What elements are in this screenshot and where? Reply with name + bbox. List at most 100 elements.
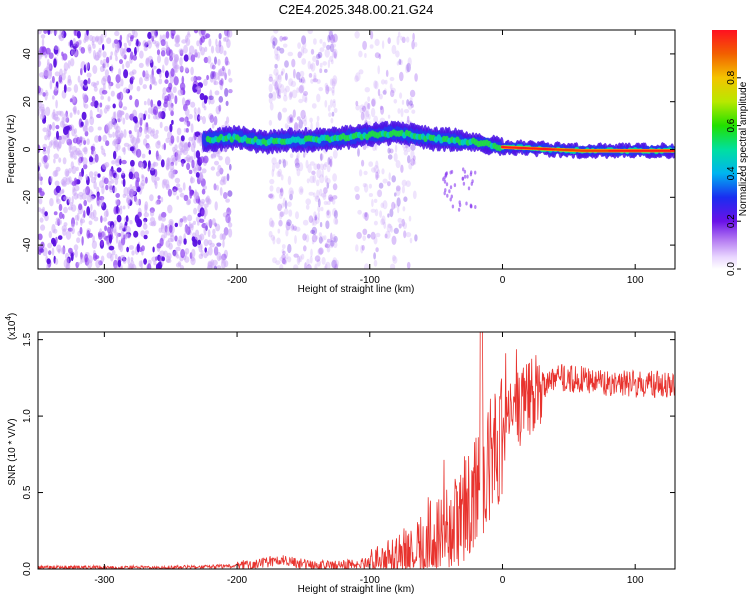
spectrogram-noise-blob xyxy=(179,192,185,198)
spectrogram-noise-blob xyxy=(101,231,107,239)
spectrogram-noise-blob xyxy=(219,187,223,196)
spectrogram-noise-blob xyxy=(47,69,53,80)
spectrogram-noise-blob xyxy=(120,130,124,140)
spectrogram-noise-blob xyxy=(54,71,60,77)
spectrogram-noise-blob xyxy=(155,256,158,261)
spectrogram-noise-blob xyxy=(306,258,310,267)
spectrogram-noise-blob xyxy=(333,259,339,267)
spectrogram-noise-blob xyxy=(225,100,229,107)
spectrogram-noise-blob xyxy=(80,47,86,54)
spectrogram-noise-blob xyxy=(189,177,195,184)
spectrogram-noise-blob xyxy=(329,78,334,86)
spectrogram-noise-blob xyxy=(90,204,93,212)
spectrogram-noise-blob xyxy=(303,91,308,96)
spectrogram-noise-blob xyxy=(133,30,138,38)
spectrogram-noise-blob xyxy=(115,232,119,239)
spectrogram-noise-blob xyxy=(40,224,46,231)
spectrogram-noise-blob xyxy=(131,185,137,196)
spectrogram-noise-blob xyxy=(79,226,83,235)
spectrogram-noise-blob xyxy=(381,215,386,225)
spectrogram-noise-blob xyxy=(116,143,121,151)
spectrogram-noise-blob xyxy=(214,56,217,65)
spectrogram-noise-blob xyxy=(276,237,281,245)
spectrogram-noise-blob xyxy=(295,157,299,163)
spectrogram-noise-blob xyxy=(213,246,219,256)
spectrogram-noise-blob xyxy=(368,161,374,167)
spectrogram-noise-blob xyxy=(370,208,376,213)
spectrogram-noise-blob xyxy=(132,109,138,119)
spectrogram-x-label: Height of straight line (km) xyxy=(298,284,415,295)
spectrogram-noise-blob xyxy=(390,263,396,269)
spectrogram-noise-blob xyxy=(401,185,405,194)
spectrogram-noise-blob xyxy=(191,136,195,146)
spectrogram-noise-blob xyxy=(176,239,182,247)
spectrogram-noise-blob xyxy=(332,234,336,240)
spectrogram-noise-blob xyxy=(325,177,331,185)
spectrogram-noise-blob xyxy=(179,57,183,66)
spectrogram-noise-blob xyxy=(317,198,321,208)
spectrogram-noise-blob xyxy=(221,65,225,72)
spectrogram-noise-blob xyxy=(134,98,139,108)
spectrogram-noise-blob xyxy=(228,77,233,83)
spectrogram-noise-blob xyxy=(147,55,153,64)
spectrogram-noise-blob xyxy=(316,168,322,179)
spectrogram-noise-blob xyxy=(387,114,391,119)
spectrogram-noise-blob xyxy=(277,228,281,234)
spectrogram-noise-blob xyxy=(299,255,303,263)
spectrogram-noise-blob xyxy=(41,106,46,112)
spectrogram-noise-blob xyxy=(363,101,369,111)
spectrogram-noise-blob xyxy=(269,193,275,200)
spectrogram-noise-blob xyxy=(74,214,79,221)
spectrogram-noise-blob xyxy=(70,204,77,212)
spectrogram-noise-blob xyxy=(199,93,205,101)
spectrogram-noise-blob xyxy=(279,264,284,269)
spectrogram-noise-blob xyxy=(84,36,89,41)
spectrogram-x-ticks: -300 -200 -100 0 100 xyxy=(94,30,644,286)
spectrogram-noise-blob xyxy=(192,83,198,93)
spectrogram-noise-blob xyxy=(150,209,155,217)
spectrogram-noise-blob xyxy=(297,42,301,49)
spectrogram-noise-blob xyxy=(193,107,197,114)
spectrogram-noise-blob xyxy=(122,106,128,111)
spectrogram-noise-blob xyxy=(166,258,172,264)
spectrogram-noise-blob xyxy=(326,182,330,189)
spectrogram-noise-blob xyxy=(400,35,403,41)
spectrogram-noise-blob xyxy=(164,95,170,102)
spectrogram-noise-blob xyxy=(100,215,103,223)
spectrogram-noise-blob xyxy=(190,76,195,82)
spectrogram-noise-blob xyxy=(43,162,50,169)
spectrogram-noise-blob xyxy=(67,75,72,84)
spectrogram-noise-blob xyxy=(375,171,379,180)
spectrogram-noise-blob xyxy=(332,260,338,269)
spectrogram-noise-blob xyxy=(102,134,107,142)
spectrogram-noise-blob xyxy=(280,187,284,197)
spectrogram-noise-blob xyxy=(105,184,109,191)
spectrogram-noise-blob xyxy=(297,255,301,263)
spectrogram-noise-blob xyxy=(173,76,179,86)
spectrogram-noise-blob xyxy=(63,206,68,214)
spectrogram-noise-blob xyxy=(379,117,386,123)
spectrogram-noise-blob xyxy=(198,115,203,121)
spectrogram-noise-blob xyxy=(318,232,322,237)
spectrogram-noise-blob xyxy=(56,130,59,140)
spectrogram-tail-blob xyxy=(444,172,447,177)
spectrogram-noise-blob xyxy=(331,78,337,87)
spectrogram-noise-blob xyxy=(136,243,140,253)
spectrogram-noise-blob xyxy=(169,123,173,133)
spectrogram-noise-blob xyxy=(212,228,216,235)
spectrogram-noise-blob xyxy=(111,160,116,165)
spectrogram-noise-blob xyxy=(100,239,104,246)
spectrogram-noise-blob xyxy=(174,95,178,105)
spectrogram-noise-blob xyxy=(104,69,109,77)
spectrogram-noise-blob xyxy=(55,220,59,226)
spectrogram-noise-blob xyxy=(381,40,385,50)
spectrogram-noise-blob xyxy=(226,116,230,124)
snr-marks xyxy=(38,332,675,569)
spectrogram-noise-blob xyxy=(279,188,283,193)
spectrogram-noise-blob xyxy=(271,79,278,87)
spectrogram-noise-blob xyxy=(277,203,282,212)
spectrogram-noise-blob xyxy=(274,84,280,91)
spectrogram-noise-blob xyxy=(89,116,95,126)
spectrogram-noise-blob xyxy=(315,235,319,240)
